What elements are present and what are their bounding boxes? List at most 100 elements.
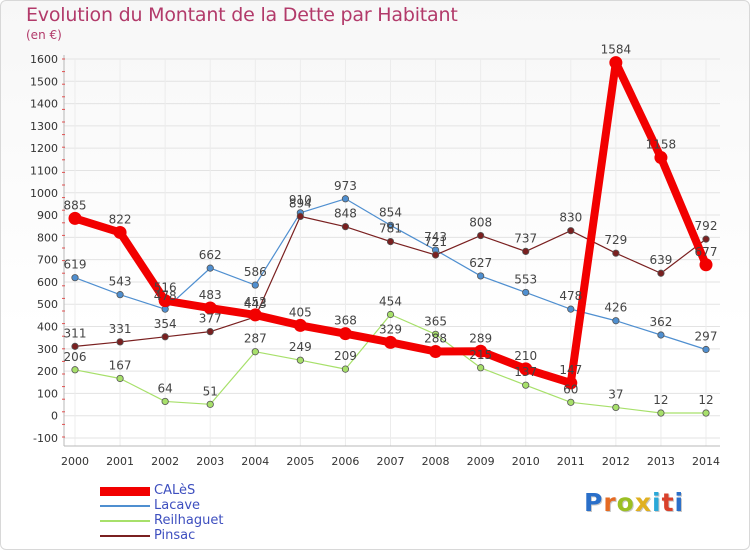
- data-label-reilhaguet: 137: [514, 365, 537, 379]
- data-point-reilhaguet: [296, 356, 304, 364]
- data-point-pinsac: [477, 231, 485, 240]
- data-point-lacave: [341, 195, 350, 203]
- data-point-cal-s: [338, 327, 352, 341]
- y-tick-label: -100: [33, 432, 58, 445]
- data-label-reilhaguet: 454: [379, 294, 402, 308]
- data-label-cal-s: 288: [424, 331, 447, 345]
- data-point-lacave: [206, 264, 214, 272]
- data-label-cal-s: 210: [514, 349, 537, 363]
- data-label-cal-s: 329: [379, 322, 402, 336]
- data-label-lacave: 426: [604, 301, 627, 315]
- data-label-pinsac: 894: [289, 196, 312, 210]
- data-label-cal-s: 368: [334, 314, 357, 328]
- data-label-cal-s: 822: [109, 212, 132, 226]
- y-tick-label: 1200: [30, 142, 58, 155]
- x-tick-label: 2014: [692, 455, 720, 468]
- data-point-reilhaguet: [702, 409, 710, 417]
- x-tick-label: 2011: [557, 455, 585, 468]
- data-point-pinsac: [386, 237, 395, 246]
- x-tick-label: 2009: [467, 455, 495, 468]
- chart-title: Evolution du Montant de la Dette par Hab…: [26, 4, 458, 26]
- y-tick-label: 1500: [30, 75, 58, 88]
- data-point-pinsac: [206, 328, 214, 336]
- data-label-cal-s: 452: [244, 295, 267, 309]
- data-point-lacave: [612, 317, 620, 325]
- logo-letter: i: [652, 488, 662, 517]
- legend-swatch: [100, 520, 150, 522]
- data-point-cal-s: [203, 301, 217, 315]
- data-point-reilhaguet: [341, 365, 350, 373]
- data-point-reilhaguet: [116, 374, 124, 383]
- data-label-reilhaguet: 12: [653, 393, 668, 407]
- data-point-lacave: [251, 281, 259, 289]
- data-point-lacave: [116, 291, 124, 299]
- data-label-lacave: 543: [109, 275, 132, 289]
- logo-letter: o: [616, 488, 635, 517]
- x-tick-label: 2012: [602, 455, 630, 468]
- data-label-pinsac: 781: [379, 222, 402, 236]
- y-tick-label: 1000: [30, 187, 58, 200]
- data-point-lacave: [702, 345, 710, 354]
- legend-label: Lacave: [154, 498, 201, 513]
- data-point-cal-s: [68, 211, 82, 225]
- data-point-pinsac: [341, 223, 350, 231]
- data-label-cal-s: 483: [199, 288, 222, 302]
- data-label-pinsac: 331: [109, 322, 132, 336]
- data-point-lacave: [386, 221, 395, 229]
- data-point-cal-s: [248, 308, 262, 322]
- data-label-lacave: 297: [695, 329, 718, 343]
- data-point-pinsac: [657, 269, 665, 277]
- data-label-cal-s: 885: [64, 198, 87, 212]
- legend-swatch: [100, 535, 150, 537]
- data-label-pinsac: 354: [154, 317, 177, 331]
- legend-label: Pinsac: [154, 528, 196, 543]
- data-label-lacave: 662: [199, 248, 222, 262]
- data-point-cal-s: [293, 318, 307, 332]
- y-tick-label: 600: [37, 276, 58, 289]
- data-label-pinsac: 808: [469, 216, 492, 230]
- y-tick-label: 0: [51, 410, 58, 423]
- data-label-reilhaguet: 60: [563, 382, 578, 396]
- data-point-reilhaguet: [431, 330, 440, 338]
- logo-letter: t: [661, 488, 675, 517]
- data-point-lacave: [477, 272, 485, 280]
- y-tick-label: 1100: [30, 164, 58, 177]
- data-point-cal-s: [474, 344, 488, 358]
- data-label-lacave: 362: [649, 315, 672, 329]
- legend-label: CALèS: [154, 483, 196, 498]
- data-point-reilhaguet: [386, 310, 395, 319]
- x-tick-label: 2006: [331, 455, 359, 468]
- data-point-reilhaguet: [251, 348, 259, 356]
- data-point-pinsac: [296, 212, 304, 220]
- data-label-lacave: 619: [64, 258, 87, 272]
- data-label-reilhaguet: 12: [698, 393, 713, 407]
- y-tick-label: 1400: [30, 98, 58, 111]
- data-point-pinsac: [612, 249, 620, 257]
- x-tick-label: 2004: [241, 455, 269, 468]
- data-label-pinsac: 729: [604, 233, 627, 247]
- x-tick-label: 2002: [151, 455, 179, 468]
- data-label-reilhaguet: 64: [158, 381, 173, 395]
- data-label-pinsac: 377: [199, 312, 222, 326]
- data-point-pinsac: [522, 247, 530, 255]
- legend-swatch: [100, 505, 150, 507]
- data-point-lacave: [567, 305, 575, 313]
- data-label-pinsac: 737: [514, 231, 537, 245]
- data-point-reilhaguet: [71, 366, 79, 374]
- data-point-cal-s: [429, 344, 443, 358]
- data-label-pinsac: 639: [649, 253, 672, 267]
- data-point-reilhaguet: [206, 400, 214, 408]
- x-tick-label: 2003: [196, 455, 224, 468]
- data-label-lacave: 478: [154, 289, 177, 303]
- y-tick-label: 700: [37, 254, 58, 267]
- data-point-lacave: [657, 331, 665, 339]
- data-label-cal-s: 1584: [601, 43, 632, 57]
- logo-letter: x: [634, 488, 652, 517]
- data-point-cal-s: [158, 294, 172, 308]
- data-label-cal-s: 1158: [646, 138, 677, 152]
- data-label-pinsac: 443: [244, 297, 267, 311]
- legend-label: Reilhaguet: [154, 513, 224, 528]
- data-label-lacave: 553: [514, 272, 537, 286]
- y-tick-label: 200: [37, 365, 58, 378]
